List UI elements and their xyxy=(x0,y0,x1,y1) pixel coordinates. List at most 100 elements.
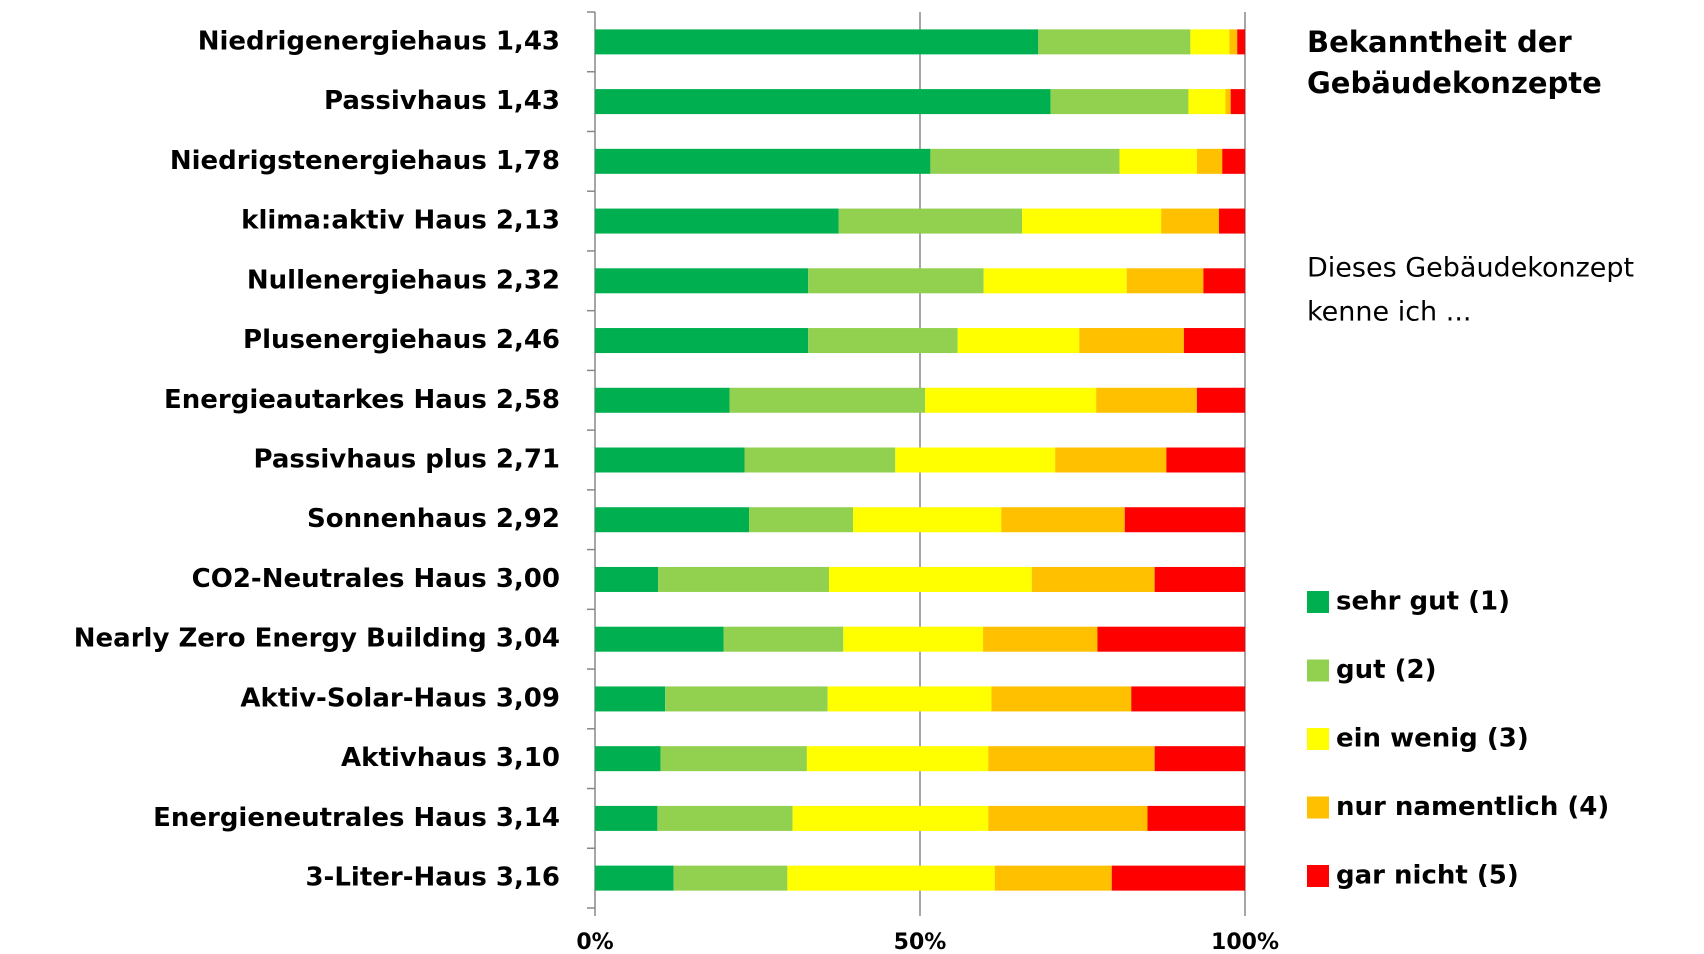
y-tick-label: Aktivhaus 3,10 xyxy=(341,743,560,773)
bar-segment xyxy=(1055,447,1167,473)
bar-segment xyxy=(595,865,674,891)
y-tick-label: Passivhaus 1,43 xyxy=(324,86,560,116)
bar-segment xyxy=(827,686,992,712)
bar-segment xyxy=(983,626,1098,652)
legend-swatch xyxy=(1307,659,1329,682)
bar-segment xyxy=(665,686,828,712)
bar-segment xyxy=(1124,507,1245,533)
legend-label: gut (2) xyxy=(1336,655,1436,685)
bar-segment xyxy=(595,805,658,831)
bar-segment xyxy=(595,89,1051,115)
bar-segment xyxy=(853,507,1002,533)
bar-segment xyxy=(723,626,844,652)
bar-segment xyxy=(1225,89,1231,115)
x-tick-label: 100% xyxy=(1211,930,1279,954)
y-tick-label: Niedrigenergiehaus 1,43 xyxy=(198,26,560,56)
legend-label: ein wenig (3) xyxy=(1336,724,1529,754)
bar-segment xyxy=(595,626,724,652)
chart-title: Gebäudekonzepte xyxy=(1307,66,1602,100)
bar-segment xyxy=(1196,387,1245,413)
legend-label: gar nicht (5) xyxy=(1336,861,1519,891)
bar-segment xyxy=(657,805,793,831)
y-tick-label: CO2-Neutrales Haus 3,00 xyxy=(192,564,560,594)
bar-segment xyxy=(787,865,995,891)
bar-segment xyxy=(1196,148,1223,174)
bar-segment xyxy=(1050,89,1189,115)
bar-segment xyxy=(1126,268,1204,294)
bar-segment xyxy=(1219,208,1245,234)
bar-segment xyxy=(1147,805,1245,831)
bar-segment xyxy=(988,746,1155,772)
bar-segment xyxy=(806,746,989,772)
y-tick-label: Plusenergiehaus 2,46 xyxy=(243,325,560,355)
bar-segment xyxy=(1188,89,1226,115)
bar-segment xyxy=(658,566,829,592)
y-tick-label: klima:aktiv Haus 2,13 xyxy=(241,206,560,236)
legend-label: nur namentlich (4) xyxy=(1336,792,1609,822)
bar-segment xyxy=(1031,566,1155,592)
bar-segment xyxy=(595,447,745,473)
bar-segment xyxy=(595,268,809,294)
y-tick-label: Sonnenhaus 2,92 xyxy=(307,504,560,534)
bar-segment xyxy=(1079,328,1184,354)
bar-segment xyxy=(1230,89,1245,115)
bar-segment xyxy=(660,746,807,772)
bar-segment xyxy=(1096,387,1197,413)
bar-segment xyxy=(1237,29,1245,55)
bar-segment xyxy=(1131,686,1245,712)
chart-subtitle: kenne ich ... xyxy=(1307,297,1472,328)
bar-segment xyxy=(994,865,1112,891)
y-tick-label: Nearly Zero Energy Building 3,04 xyxy=(74,624,560,654)
chart-subtitle: Dieses Gebäudekonzept xyxy=(1307,253,1634,284)
bar-segment xyxy=(595,507,750,533)
legend-swatch xyxy=(1307,728,1329,750)
x-tick-label: 0% xyxy=(576,930,613,954)
bar-segment xyxy=(1154,746,1245,772)
bar-segment xyxy=(1001,507,1125,533)
bar-segment xyxy=(838,208,1023,234)
bar-segment xyxy=(1119,148,1197,174)
bar-segment xyxy=(744,447,896,473)
legend-swatch xyxy=(1307,796,1329,819)
bar-segment xyxy=(595,148,931,174)
x-tick-label: 50% xyxy=(894,930,947,954)
bar-segment xyxy=(729,387,926,413)
bar-segment xyxy=(983,268,1127,294)
legend-swatch xyxy=(1307,591,1329,613)
bar-segment xyxy=(1111,865,1245,891)
bar-segment xyxy=(1190,29,1230,55)
bar-segment xyxy=(843,626,984,652)
bar-segment xyxy=(930,148,1120,174)
bar-segment xyxy=(595,29,1039,55)
bar-segment xyxy=(595,328,809,354)
y-tick-label: Energieautarkes Haus 2,58 xyxy=(164,385,560,415)
legend-swatch xyxy=(1307,865,1329,887)
bar-segment xyxy=(673,865,788,891)
bar-segment xyxy=(925,387,1097,413)
chart-title: Bekanntheit der xyxy=(1307,25,1572,59)
bar-segment xyxy=(991,686,1132,712)
bar-segment xyxy=(1222,148,1245,174)
bar-segment xyxy=(1022,208,1162,234)
bar-segment xyxy=(829,566,1032,592)
y-tick-label: Energieneutrales Haus 3,14 xyxy=(153,803,560,833)
bar-segment xyxy=(957,328,1080,354)
bar-segment xyxy=(1183,328,1245,354)
y-tick-label: Nullenergiehaus 2,32 xyxy=(247,265,560,295)
bar-segment xyxy=(595,566,659,592)
legend-label: sehr gut (1) xyxy=(1336,587,1510,617)
bar-segment xyxy=(749,507,854,533)
bar-segment xyxy=(595,686,666,712)
bar-segment xyxy=(808,328,958,354)
y-tick-label: 3-Liter-Haus 3,16 xyxy=(305,863,560,893)
y-tick-label: Passivhaus plus 2,71 xyxy=(253,445,560,475)
bar-segment xyxy=(595,746,661,772)
bar-segment xyxy=(895,447,1056,473)
bar-segment xyxy=(808,268,984,294)
bar-segment xyxy=(1097,626,1245,652)
bar-segment xyxy=(1166,447,1245,473)
bar-segment xyxy=(988,805,1148,831)
bar-segment xyxy=(1154,566,1245,592)
bar-segment xyxy=(1038,29,1191,55)
